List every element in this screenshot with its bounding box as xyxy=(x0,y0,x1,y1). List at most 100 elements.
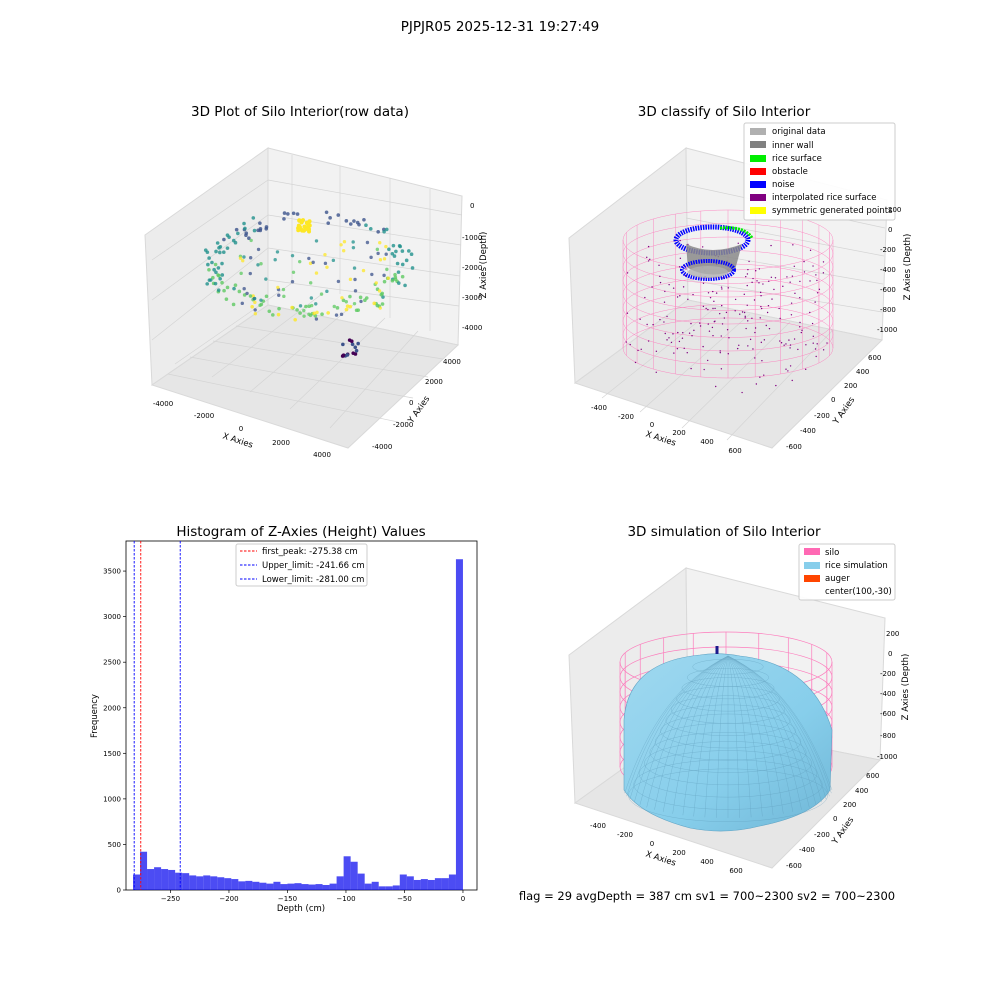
cls-interp-point xyxy=(672,287,675,289)
raw-data-point xyxy=(307,256,311,261)
sim-mesh-meridian xyxy=(727,655,830,797)
cls-legend-label-2: rice surface xyxy=(772,154,822,164)
cls-interp-point xyxy=(686,352,688,354)
cls-interp-point xyxy=(766,311,769,314)
sim-mesh-meridian xyxy=(727,655,802,810)
sim-mesh-meridian xyxy=(639,655,729,805)
raw-data-point xyxy=(253,296,257,301)
cls-interp-point xyxy=(707,292,710,294)
cls-interp-point xyxy=(805,368,807,371)
raw-data-point xyxy=(400,249,405,253)
raw-data-point xyxy=(314,317,319,321)
cls-interp-point xyxy=(760,295,762,297)
sim-ztick-0: 200 xyxy=(886,630,899,638)
hist-yticks: 0 500 1000 1500 2000 2500 3000 3500 xyxy=(103,568,126,895)
cls-interp-point xyxy=(692,293,694,296)
raw-ytick-1: -2000 xyxy=(393,421,413,429)
raw-data-point xyxy=(296,228,301,233)
raw-data-point xyxy=(302,308,306,313)
cls-interp-point xyxy=(809,280,811,282)
sim-mesh-meridian xyxy=(727,655,817,805)
cls-interp-point xyxy=(715,292,718,294)
cls-interp-point xyxy=(751,281,753,284)
panel-raw-title: 3D Plot of Silo Interior(row data) xyxy=(191,104,409,120)
raw-ytick-0: -4000 xyxy=(372,443,392,451)
hist-bar xyxy=(378,886,386,890)
cls-interp-point xyxy=(779,317,781,320)
cls-interp-point xyxy=(670,341,673,344)
cls-interp-point xyxy=(673,352,675,354)
raw-zlabel: Z Axies (Depth) xyxy=(479,232,489,299)
cls-ytick-2: -200 xyxy=(814,412,830,420)
cls-interp-point xyxy=(727,287,729,289)
cls-interp-point xyxy=(822,272,825,274)
hist-bar xyxy=(413,879,421,890)
cls-interpolated-points xyxy=(625,239,828,394)
cls-interp-point xyxy=(758,268,761,270)
cls-interp-point xyxy=(789,281,791,283)
raw-data-point xyxy=(277,293,281,297)
hist-bar xyxy=(315,884,323,890)
sim-ztick-2: -200 xyxy=(880,670,896,678)
hist-legend-label-1: Upper_limit: -241.66 cm xyxy=(262,561,365,571)
raw-data-point xyxy=(259,262,263,266)
cls-interp-point xyxy=(793,338,796,340)
raw-data-point xyxy=(273,258,277,262)
cls-legend-swatch-4 xyxy=(750,181,766,188)
raw-data-point xyxy=(290,253,295,258)
hist-bar xyxy=(420,879,428,890)
raw-data-point xyxy=(348,222,353,226)
raw-data-point xyxy=(216,266,221,270)
hist-legend-label-2: Lower_limit: -281.00 cm xyxy=(262,575,364,585)
raw-data-point xyxy=(364,223,368,228)
hist-bar xyxy=(133,874,141,890)
raw-data-point xyxy=(376,230,380,234)
cls-ztick-5: -800 xyxy=(880,306,896,314)
cls-interp-point xyxy=(664,290,666,293)
raw-data-point xyxy=(298,304,303,308)
cls-interp-point xyxy=(745,275,747,278)
cls-legend: original data inner wall rice surface ob… xyxy=(743,122,896,221)
hist-bar xyxy=(322,884,330,890)
sim-ztick-3: -400 xyxy=(880,690,896,698)
cls-interp-point xyxy=(707,323,710,325)
raw-data-point xyxy=(298,259,302,264)
cls-interp-point xyxy=(683,347,685,350)
raw-data-point xyxy=(221,250,226,255)
hist-bar xyxy=(196,876,204,890)
cls-interp-point xyxy=(748,260,750,263)
raw-data-point xyxy=(345,353,350,357)
cls-interp-point xyxy=(655,350,658,352)
raw-data-point xyxy=(353,352,358,356)
raw-data-point xyxy=(332,304,336,309)
raw-data-point xyxy=(314,271,319,275)
cls-interp-point xyxy=(679,239,681,242)
raw-data-point xyxy=(361,268,366,273)
cls-interp-point xyxy=(649,258,651,261)
hist-bar xyxy=(329,883,337,890)
raw-data-point xyxy=(213,281,218,286)
cls-interp-point xyxy=(721,323,724,325)
raw-data-point xyxy=(378,240,382,245)
sim-ytick-1: -400 xyxy=(799,846,815,854)
raw-data-point xyxy=(395,261,400,266)
raw-data-point xyxy=(236,231,240,236)
raw-data-point xyxy=(291,270,296,275)
raw-data-point xyxy=(256,247,261,252)
cls-interp-point xyxy=(744,315,746,318)
cls-interp-point xyxy=(644,296,646,299)
raw-data-point xyxy=(306,227,311,232)
cls-interp-point xyxy=(755,270,757,272)
raw-data-point xyxy=(363,298,367,302)
cls-interp-point xyxy=(629,343,631,346)
cls-interp-point xyxy=(714,320,716,322)
raw-data-point xyxy=(350,342,355,347)
sim-mesh-meridian xyxy=(727,655,794,812)
hist-bar xyxy=(287,883,295,890)
cls-interp-point xyxy=(721,288,723,290)
cls-interp-point xyxy=(728,337,730,339)
cls-interp-point xyxy=(754,327,757,329)
raw-data-point xyxy=(342,240,347,244)
cls-interp-point xyxy=(679,295,681,297)
cls-interp-point xyxy=(744,317,746,319)
